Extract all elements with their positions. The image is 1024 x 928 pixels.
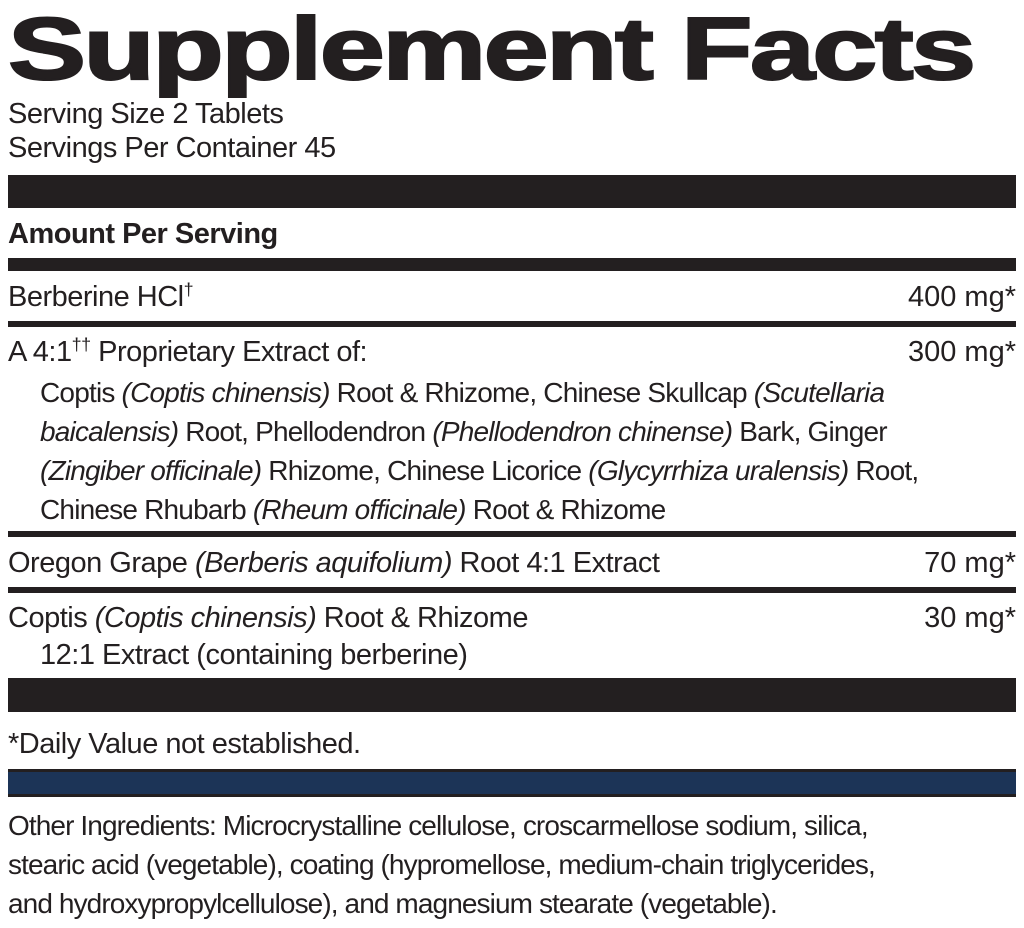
ingredient-amount: 70 mg*	[924, 547, 1016, 579]
ingredient-name: A 4:1†† Proprietary Extract of:	[8, 334, 368, 369]
superscript-marker: †	[183, 279, 194, 300]
daily-value-footnote: *Daily Value not established.	[8, 728, 361, 760]
text-segment: Root & Rhizome	[316, 602, 529, 634]
text-line: Other Ingredients: Microcrystalline cell…	[8, 810, 869, 841]
text-line: 12:1 Extract (containing berberine)	[40, 637, 1016, 673]
ingredient-line: Coptis (Coptis chinensis) Root & Rhizome…	[8, 601, 1016, 635]
text-line: Chinese Rhubarb (Rheum officinale) Root …	[40, 490, 1016, 529]
botanical-name-italic: (Coptis chinensis)	[121, 377, 331, 408]
section-divider-bar-top	[8, 175, 1016, 208]
header-divider-bar	[8, 258, 1016, 271]
botanical-name-italic: baicalensis)	[40, 416, 179, 447]
text-segment: Proprietary Extract of:	[90, 336, 368, 368]
page-title: Supplement Facts	[7, 0, 1016, 98]
botanical-name-italic: (Scutellaria	[753, 377, 885, 408]
ingredient-row-berberine: Berberine HCl† 400 mg*	[8, 271, 1016, 321]
ingredient-amount: 30 mg*	[924, 602, 1016, 634]
ingredient-name: Coptis (Coptis chinensis) Root & Rhizome	[8, 601, 528, 635]
proprietary-extract-details: Coptis (Coptis chinensis) Root & Rhizome…	[40, 373, 1016, 529]
ingredient-amount: 300 mg*	[907, 336, 1016, 368]
section-divider-bar-bottom	[8, 678, 1016, 712]
text-line: and hydroxypropylcellulose), and magnesi…	[8, 888, 778, 919]
ingredient-amount: 400 mg*	[907, 281, 1016, 313]
text-line: (Zingiber officinale) Rhizome, Chinese L…	[40, 451, 1016, 490]
navy-accent-bar	[8, 769, 1016, 797]
row-separator	[8, 321, 1016, 327]
text-segment: Root,	[848, 455, 919, 486]
botanical-name-italic: (Berberis aquifolium)	[194, 547, 453, 579]
text-segment: Rhizome, Chinese Licorice	[261, 455, 589, 486]
text-segment: A 4:1	[8, 336, 72, 368]
amount-per-serving-heading: Amount Per Serving	[8, 218, 278, 250]
row-separator	[8, 587, 1016, 593]
botanical-name-italic: (Glycyrrhiza uralensis)	[588, 455, 849, 486]
text-segment: Root 4:1 Extract	[452, 547, 660, 579]
ingredient-row-proprietary-extract: A 4:1†† Proprietary Extract of: 300 mg* …	[8, 327, 1016, 531]
text-segment: Bark, Ginger	[732, 416, 887, 447]
supplement-facts-title-text: Supplement Facts	[7, 0, 978, 98]
text-line: baicalensis) Root, Phellodendron (Phello…	[40, 412, 1016, 451]
superscript-marker: ††	[71, 334, 92, 355]
text-segment: 12:1 Extract (containing berberine)	[40, 639, 468, 671]
ingredient-line: A 4:1†† Proprietary Extract of: 300 mg*	[8, 335, 1016, 369]
text-segment: Root, Phellodendron	[178, 416, 433, 447]
text-segment: Berberine HCl	[8, 281, 184, 313]
coptis-extract-details: 12:1 Extract (containing berberine)	[40, 637, 1016, 673]
text-segment: Coptis	[40, 377, 122, 408]
botanical-name-italic: (Coptis chinensis)	[94, 602, 317, 634]
other-ingredients-text: Other Ingredients: Microcrystalline cell…	[8, 797, 1016, 923]
serving-size-text: Serving Size 2 Tablets	[8, 98, 284, 130]
servings-per-container-text: Servings Per Container 45	[8, 132, 336, 164]
row-separator	[8, 531, 1016, 537]
text-line: Coptis (Coptis chinensis) Root & Rhizome…	[40, 373, 1016, 412]
text-line: stearic acid (vegetable), coating (hypro…	[8, 849, 876, 880]
ingredient-line: Berberine HCl† 400 mg*	[8, 280, 1016, 314]
botanical-name-italic: (Phellodendron chinense)	[432, 416, 733, 447]
botanical-name-italic: (Zingiber officinale)	[40, 455, 262, 486]
botanical-name-italic: (Rheum officinale)	[252, 494, 467, 525]
ingredient-row-coptis: Coptis (Coptis chinensis) Root & Rhizome…	[8, 593, 1016, 678]
ingredient-row-oregon-grape: Oregon Grape (Berberis aquifolium) Root …	[8, 537, 1016, 587]
ingredient-line: Oregon Grape (Berberis aquifolium) Root …	[8, 546, 1016, 580]
ingredient-name: Berberine HCl†	[8, 279, 194, 314]
text-segment: Chinese Rhubarb	[40, 494, 253, 525]
text-segment: Coptis	[8, 602, 95, 634]
text-segment: Root & Rhizome	[465, 494, 666, 525]
text-segment: Root & Rhizome, Chinese Skullcap	[329, 377, 754, 408]
text-segment: Oregon Grape	[8, 547, 195, 579]
ingredient-name: Oregon Grape (Berberis aquifolium) Root …	[8, 546, 660, 580]
